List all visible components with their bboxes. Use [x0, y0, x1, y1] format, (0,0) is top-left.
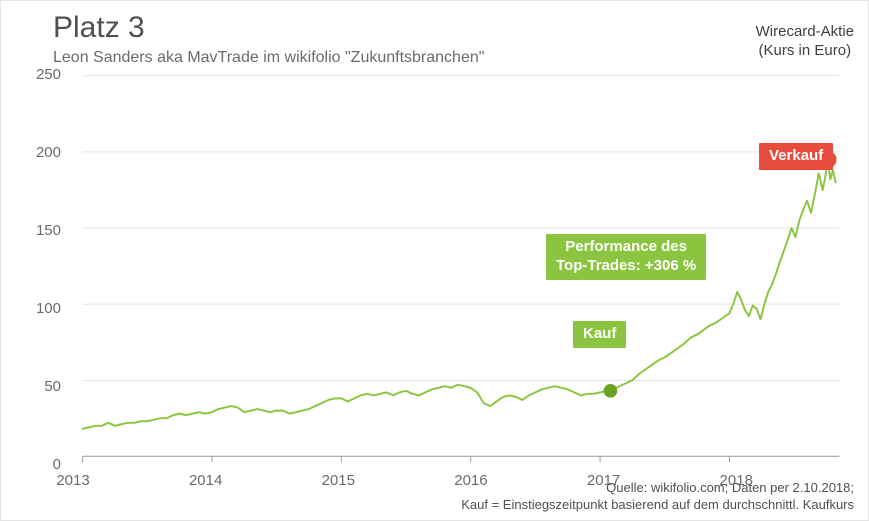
- y-tick-label: 150: [1, 222, 61, 239]
- plot-area: [71, 71, 851, 466]
- price-line: [83, 160, 836, 429]
- y-tick-label: 0: [1, 456, 61, 473]
- chart-subtitle: Leon Sanders aka MavTrade im wikifolio "…: [53, 49, 484, 67]
- annotation-verkauf: Verkauf: [759, 143, 833, 170]
- gridlines: [83, 76, 840, 456]
- buy-marker: [604, 384, 618, 398]
- x-axis: [83, 456, 730, 462]
- x-tick-label: 2018: [716, 472, 756, 489]
- chart-title: Platz 3: [53, 11, 145, 45]
- annotation-kauf: Kauf: [573, 321, 626, 348]
- y-axis-title: Wirecard-Aktie (Kurs in Euro): [756, 23, 854, 61]
- x-tick-label: 2017: [584, 472, 624, 489]
- y-tick-label: 250: [1, 66, 61, 83]
- chart-footer: Quelle: wikifolio.com; Daten per 2.10.20…: [461, 480, 854, 514]
- y-tick-label: 50: [1, 378, 61, 395]
- chart-container: Platz 3 Leon Sanders aka MavTrade im wik…: [0, 0, 869, 521]
- annotation-performance: Performance des Top-Trades: +306 %: [546, 234, 706, 280]
- x-tick-label: 2014: [186, 472, 226, 489]
- y-tick-label: 100: [1, 300, 61, 317]
- y-tick-label: 200: [1, 144, 61, 161]
- x-tick-label: 2013: [53, 472, 93, 489]
- x-tick-label: 2015: [318, 472, 358, 489]
- x-tick-label: 2016: [451, 472, 491, 489]
